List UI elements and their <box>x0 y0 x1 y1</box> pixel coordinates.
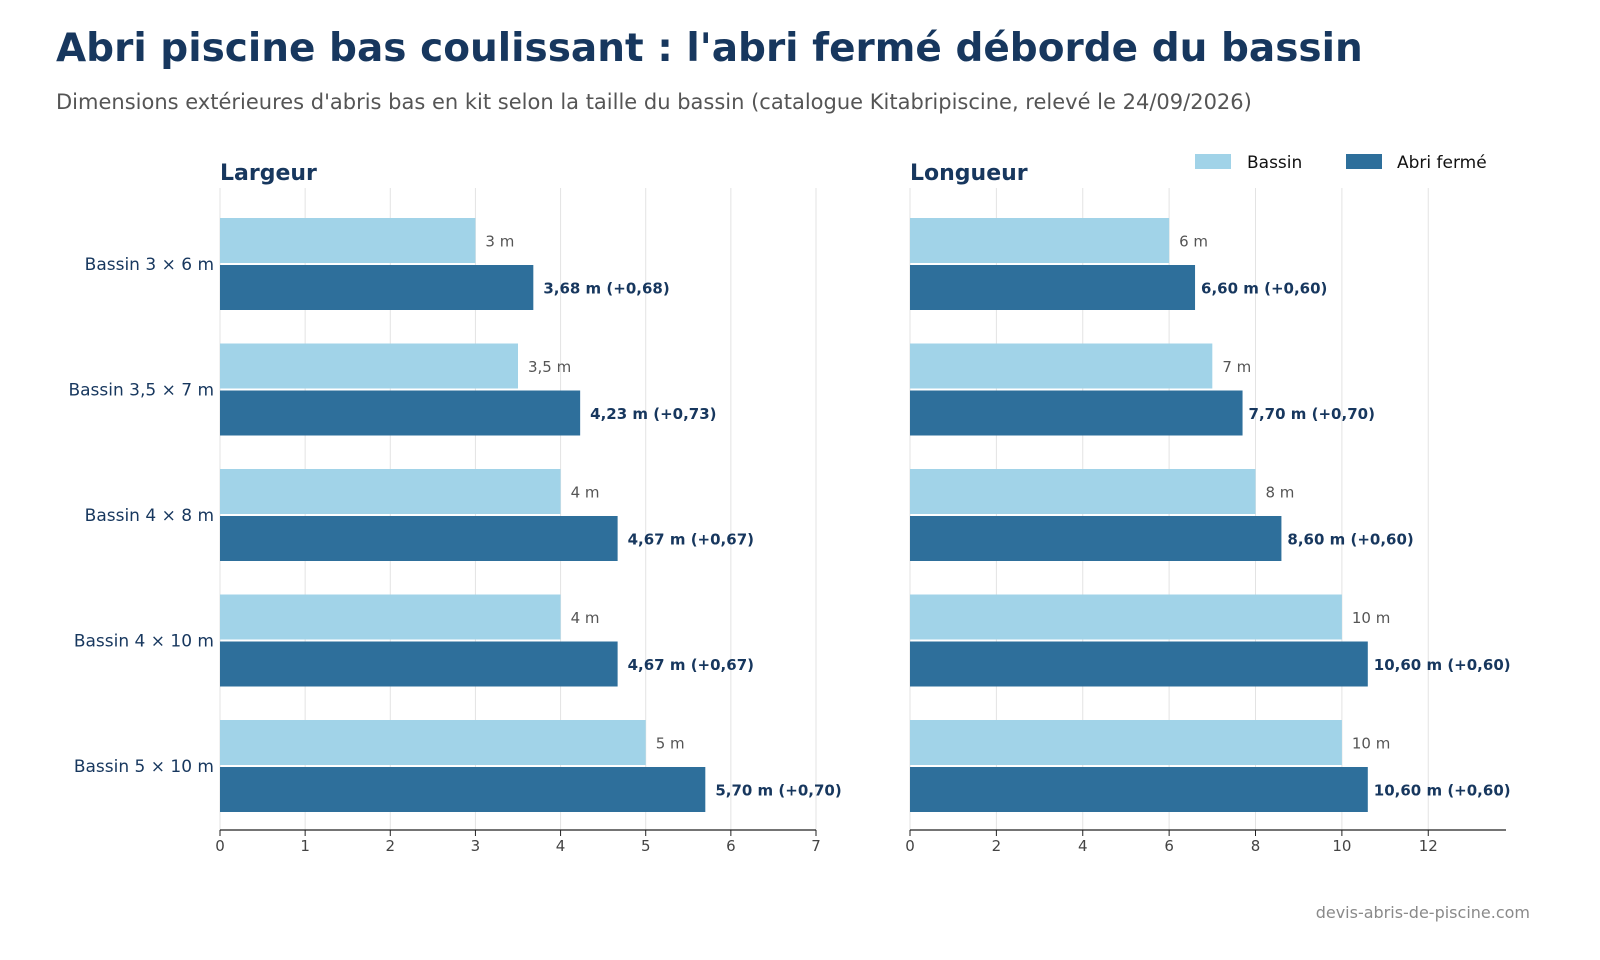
legend-swatch-bassin <box>1195 154 1231 169</box>
x-tick-label: 6 <box>1164 837 1174 855</box>
x-tick-label: 4 <box>556 837 566 855</box>
x-tick-label: 2 <box>992 837 1002 855</box>
data-label-bassin: 7 m <box>1222 358 1251 376</box>
x-tick-label: 2 <box>386 837 396 855</box>
data-label-abri-ferme: 4,67 m (+0,67) <box>628 656 754 674</box>
x-tick-label: 5 <box>641 837 651 855</box>
data-label-bassin: 3,5 m <box>528 358 571 376</box>
legend-label-bassin: Bassin <box>1247 153 1302 173</box>
category-label: Bassin 4 × 8 m <box>85 506 214 526</box>
bar-abri-ferme <box>910 390 1243 436</box>
data-label-abri-ferme: 4,23 m (+0,73) <box>590 405 716 423</box>
bar-bassin <box>220 218 476 263</box>
bar-bassin <box>220 720 646 765</box>
data-label-abri-ferme: 6,60 m (+0,60) <box>1201 280 1327 298</box>
x-tick-label: 8 <box>1251 837 1261 855</box>
x-tick-label: 0 <box>905 837 915 855</box>
data-label-abri-ferme: 5,70 m (+0,70) <box>715 782 841 800</box>
bar-bassin <box>910 720 1342 765</box>
panel-title-largeur: Largeur <box>220 161 317 186</box>
bar-bassin <box>910 218 1170 263</box>
x-tick-label: 4 <box>1078 837 1088 855</box>
bar-bassin <box>910 594 1342 640</box>
category-label: Bassin 4 × 10 m <box>74 632 214 652</box>
data-label-abri-ferme: 10,60 m (+0,60) <box>1374 782 1511 800</box>
data-label-abri-ferme: 7,70 m (+0,70) <box>1249 405 1375 423</box>
x-tick-label: 0 <box>215 837 225 855</box>
bar-abri-ferme <box>910 516 1282 561</box>
legend: Bassin Abri fermé <box>1195 153 1487 173</box>
data-label-bassin: 6 m <box>1179 233 1208 251</box>
bar-abri-ferme <box>910 641 1368 687</box>
data-label-bassin: 3 m <box>485 233 514 251</box>
panel-longueur: Longueur 6 m 6,60 m (+0,60) 7 m 7,70 m (+0,7… <box>905 161 1510 855</box>
category-label: Bassin 3 × 6 m <box>85 255 214 275</box>
x-tick-label: 12 <box>1419 837 1438 855</box>
data-label-bassin: 8 m <box>1266 484 1295 502</box>
bar-abri-ferme <box>220 641 618 687</box>
bar-bassin <box>220 343 518 389</box>
bar-abri-ferme <box>910 265 1196 310</box>
x-tick-label: 1 <box>300 837 310 855</box>
data-label-abri-ferme: 10,60 m (+0,60) <box>1374 656 1511 674</box>
legend-label-abri: Abri fermé <box>1397 153 1487 173</box>
bar-bassin <box>220 469 561 514</box>
x-tick-label: 3 <box>471 837 481 855</box>
data-label-bassin: 10 m <box>1352 609 1390 627</box>
bar-bassin <box>910 343 1213 389</box>
bar-bassin <box>910 469 1256 514</box>
x-tick-label: 7 <box>811 837 821 855</box>
data-label-bassin: 5 m <box>656 735 685 753</box>
x-tick-label: 10 <box>1332 837 1351 855</box>
x-tick-label: 6 <box>726 837 736 855</box>
category-label: Bassin 5 × 10 m <box>74 757 214 777</box>
data-label-bassin: 4 m <box>571 484 600 502</box>
category-label: Bassin 3,5 × 7 m <box>68 381 214 401</box>
chart-title: Abri piscine bas coulissant : l'abri fer… <box>56 26 1363 71</box>
data-label-abri-ferme: 3,68 m (+0,68) <box>543 280 669 298</box>
bar-abri-ferme <box>220 390 581 436</box>
data-label-abri-ferme: 4,67 m (+0,67) <box>628 531 754 549</box>
bar-abri-ferme <box>220 516 618 561</box>
legend-swatch-abri <box>1346 154 1382 169</box>
bar-bassin <box>220 594 561 640</box>
data-label-bassin: 10 m <box>1352 735 1390 753</box>
bar-abri-ferme <box>220 767 706 812</box>
panel-largeur: Largeur Bassin 3 × 6 m 3 m 3,68 m (+0,68) Ba… <box>68 161 841 855</box>
bar-abri-ferme <box>220 265 534 310</box>
data-label-abri-ferme: 8,60 m (+0,60) <box>1287 531 1413 549</box>
source-credit: devis-abris-de-piscine.com <box>1315 903 1530 922</box>
bar-abri-ferme <box>910 767 1368 812</box>
chart-subtitle: Dimensions extérieures d'abris bas en ki… <box>56 90 1252 114</box>
panel-title-longueur: Longueur <box>910 161 1028 186</box>
data-label-bassin: 4 m <box>571 609 600 627</box>
